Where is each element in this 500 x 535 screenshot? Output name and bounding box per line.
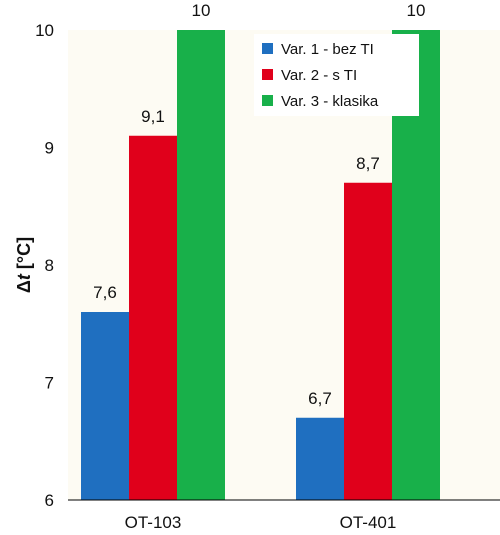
legend-background xyxy=(254,34,419,116)
x-tick-label: OT-401 xyxy=(340,513,397,532)
data-label: 10 xyxy=(192,1,211,20)
bar-ot-103-series-3 xyxy=(177,30,225,500)
legend: Var. 1 - bez TI Var. 2 - s TI Var. 3 - kla… xyxy=(254,34,419,116)
legend-label-3: Var. 3 - klasika xyxy=(281,93,379,110)
y-axis-label-unit: [°C] xyxy=(14,237,34,274)
bar-ot-401-series-1 xyxy=(296,417,344,500)
data-label: 9,1 xyxy=(141,107,165,126)
y-tick-label: 6 xyxy=(45,491,54,510)
legend-swatch-1 xyxy=(262,43,273,54)
legend-swatch-3 xyxy=(262,95,273,106)
y-tick-label: 10 xyxy=(35,21,54,40)
y-axis-label-variable: t xyxy=(14,273,34,280)
y-axis-label: Δt [°C] xyxy=(14,237,34,293)
bar-ot-103-series-2 xyxy=(129,135,177,500)
data-label: 8,7 xyxy=(356,154,380,173)
y-tick-label: 7 xyxy=(45,374,54,393)
data-label: 10 xyxy=(407,1,426,20)
bar-ot-103-series-1 xyxy=(81,312,129,500)
legend-label-2: Var. 2 - s TI xyxy=(281,67,357,84)
bar-ot-401-series-2 xyxy=(344,182,392,500)
data-label: 6,7 xyxy=(308,389,332,408)
legend-swatch-2 xyxy=(262,69,273,80)
data-label: 7,6 xyxy=(93,283,117,302)
x-tick-label: OT-103 xyxy=(125,513,182,532)
legend-label-1: Var. 1 - bez TI xyxy=(281,41,374,58)
y-tick-label: 9 xyxy=(45,139,54,158)
y-axis-label-delta: Δ xyxy=(14,280,34,293)
y-tick-label: 8 xyxy=(45,256,54,275)
